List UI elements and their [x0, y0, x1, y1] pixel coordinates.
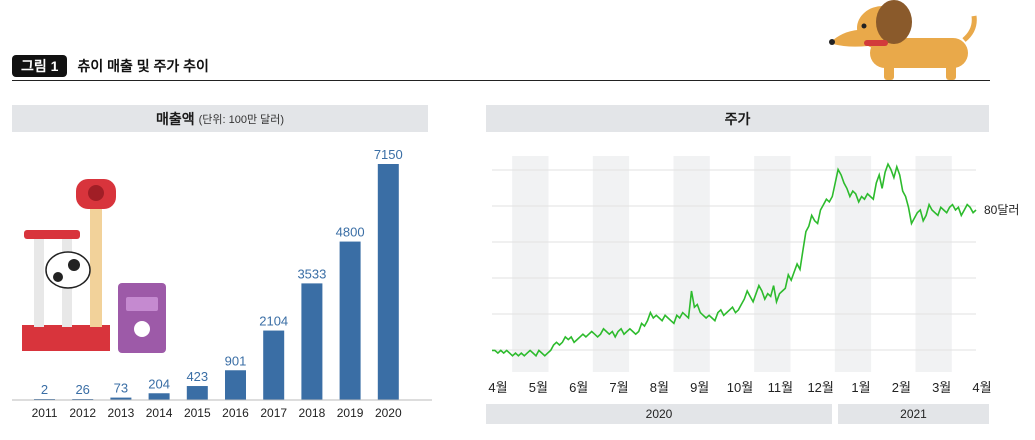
revenue-year-2011: 2011: [32, 406, 58, 420]
month-tick-2: 6월: [569, 380, 588, 395]
price-line-chart: 80달러 4월 5월 6월 7월 8월 9월 10월 11월 12월 1월 2월 3월 4월: [488, 156, 1019, 395]
month-tick-9: 1월: [851, 380, 870, 395]
revenue-bar-2017: [263, 330, 285, 400]
figure-title: 츄이 매출 및 주가 추이: [77, 58, 209, 74]
month-tick-7: 11월: [768, 380, 793, 395]
figure-header: 그림 1 츄이 매출 및 주가 추이: [12, 54, 209, 78]
revenue-year-2012: 2012: [69, 406, 96, 420]
revenue-year-2015: 2015: [184, 406, 211, 420]
revenue-bar-2019: [339, 241, 361, 400]
revenue-value-labels: 2 26 73 204 423 901 2104 3533 4800 7150: [41, 147, 403, 397]
month-tick-12: 4월: [972, 380, 991, 395]
revenue-value-2020: 7150: [374, 147, 403, 162]
month-tick-5: 9월: [690, 380, 709, 395]
cat-tower-illustration: [22, 179, 166, 353]
price-gridlines: [492, 169, 976, 351]
revenue-value-2015: 423: [186, 369, 208, 384]
month-shade-band: [834, 156, 872, 372]
dog-illustration: [829, 0, 977, 80]
revenue-bar-2015: [186, 386, 208, 400]
month-tick-6: 10월: [727, 380, 753, 395]
revenue-year-2016: 2016: [222, 406, 249, 420]
month-shade-band: [512, 156, 549, 372]
revenue-bar-2020: [377, 164, 399, 400]
price-panel-title: 주가: [724, 110, 751, 127]
revenue-year-labels: 2011 2012 2013 2014 2015 2016 2017 2018 2019 2020: [32, 406, 402, 420]
revenue-year-2017: 2017: [260, 406, 287, 420]
month-tick-labels: 4월 5월 6월 7월 8월 9월 10월 11월 12월 1월 2월 3월 4월: [488, 380, 991, 395]
revenue-year-2014: 2014: [146, 406, 173, 420]
month-tick-8: 12월: [807, 380, 833, 395]
year-label-2020: 2020: [486, 404, 832, 424]
revenue-bar-2013: [110, 397, 132, 400]
month-tick-10: 2월: [892, 380, 911, 395]
revenue-value-2017: 2104: [259, 314, 288, 329]
month-tick-4: 8월: [650, 380, 669, 395]
price-end-label: 80달러: [984, 203, 1019, 217]
revenue-year-2019: 2019: [337, 406, 364, 420]
figure-rule: [12, 80, 990, 81]
month-tick-1: 5월: [529, 380, 548, 395]
price-panel-header: 주가: [486, 105, 989, 132]
month-tick-3: 7월: [609, 380, 628, 395]
revenue-bars: [12, 164, 432, 401]
revenue-bar-2014: [148, 393, 170, 400]
revenue-year-2013: 2013: [108, 406, 135, 420]
revenue-bar-2018: [301, 283, 323, 400]
revenue-value-2016: 901: [225, 353, 247, 368]
revenue-bar-2016: [225, 370, 246, 400]
revenue-panel-unit: (단위: 100만 달러): [198, 113, 285, 126]
price-series-line: [492, 162, 977, 358]
revenue-value-2011: 2: [41, 382, 48, 397]
revenue-year-2020: 2020: [375, 406, 402, 420]
figure-badge: 그림 1: [12, 55, 68, 77]
revenue-value-2013: 73: [114, 381, 128, 396]
revenue-value-2018: 3533: [297, 266, 326, 281]
revenue-panel-header: 매출액 (단위: 100만 달러): [12, 105, 428, 132]
revenue-value-2014: 204: [148, 376, 170, 391]
month-tick-0: 4월: [488, 380, 507, 395]
year-label-2021: 2021: [838, 404, 989, 424]
month-shade-band: [673, 156, 710, 372]
revenue-value-2012: 26: [75, 382, 89, 397]
month-shade-band: [754, 156, 791, 372]
month-shade-band: [592, 156, 630, 372]
revenue-year-2018: 2018: [299, 406, 326, 420]
revenue-panel-title: 매출액: [155, 110, 195, 127]
month-shade-band: [915, 156, 952, 372]
month-tick-11: 3월: [932, 380, 951, 395]
revenue-value-2019: 4800: [336, 225, 365, 240]
